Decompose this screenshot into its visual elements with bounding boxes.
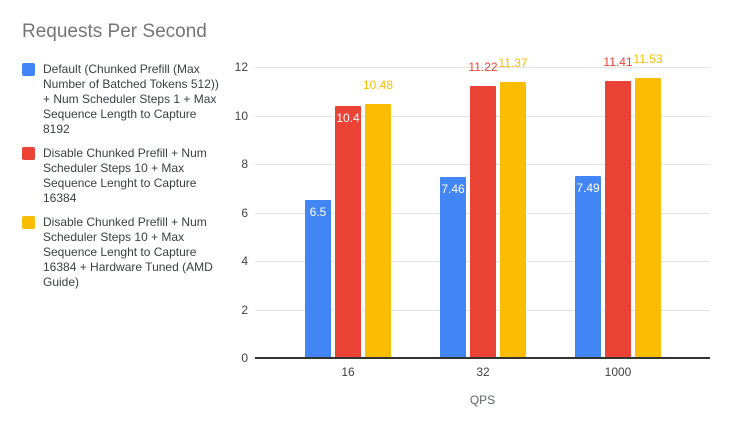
y-axis-tick-label: 6: [241, 205, 248, 220]
legend-swatch-red: [22, 147, 35, 160]
bar-s2-32: [470, 85, 496, 358]
bar-s1-1000: [575, 176, 601, 358]
bar-s3-32: [500, 82, 526, 358]
bar-s3-16: [365, 103, 391, 358]
x-axis-category-label: 16: [341, 365, 355, 379]
bar-value-label: 7.49: [576, 181, 600, 196]
y-axis-tick-label: 4: [241, 254, 248, 268]
legend-label: Disable Chunked Prefill + Num Scheduler …: [43, 215, 213, 289]
y-axis-tick-label: 2: [241, 302, 248, 317]
bar-value-label: 11.22: [468, 59, 498, 74]
bar-s1-16: [305, 200, 331, 358]
bar-value-label: 11.41: [603, 55, 633, 70]
legend-item-disable-chunked-prefill-hardware-tuned: Disable Chunked Prefill + Num Scheduler …: [22, 215, 222, 290]
bar-s2-1000: [605, 81, 631, 358]
chart-title: Requests Per Second: [22, 21, 207, 42]
bar-value-label: 7.46: [441, 182, 465, 197]
legend-label: Default (Chunked Prefill (Max Number of …: [43, 62, 219, 136]
bar-s2-16: [335, 105, 361, 358]
x-axis-title: QPS: [469, 393, 496, 407]
x-axis-category-label: 32: [476, 365, 490, 379]
legend-swatch-blue: [22, 63, 35, 76]
y-axis-tick-label: 12: [234, 60, 248, 74]
gridline: [255, 67, 710, 68]
bar-s1-32: [440, 177, 466, 358]
legend-item-default-chunked-prefill: Default (Chunked Prefill (Max Number of …: [22, 62, 222, 137]
bar-s3-1000: [635, 78, 661, 358]
y-axis-tick-label: 8: [241, 157, 248, 171]
bar-value-label: 10.4: [336, 110, 360, 125]
y-axis-tick-label: 10: [234, 108, 248, 123]
legend-swatch-yellow: [22, 216, 35, 229]
legend-label: Disable Chunked Prefill + Num Scheduler …: [43, 146, 207, 205]
y-axis-tick-label: 0: [241, 351, 248, 365]
bar-value-label: 6.5: [309, 205, 327, 220]
bar-value-label: 11.53: [633, 52, 663, 67]
x-axis-line: [255, 357, 710, 359]
chart-legend: Default (Chunked Prefill (Max Number of …: [22, 62, 222, 290]
x-axis-category-label: 1000: [604, 365, 632, 379]
bar-value-label: 10.48: [362, 77, 394, 92]
bar-value-label: 11.37: [498, 56, 528, 71]
legend-item-disable-chunked-prefill: Disable Chunked Prefill + Num Scheduler …: [22, 146, 222, 206]
